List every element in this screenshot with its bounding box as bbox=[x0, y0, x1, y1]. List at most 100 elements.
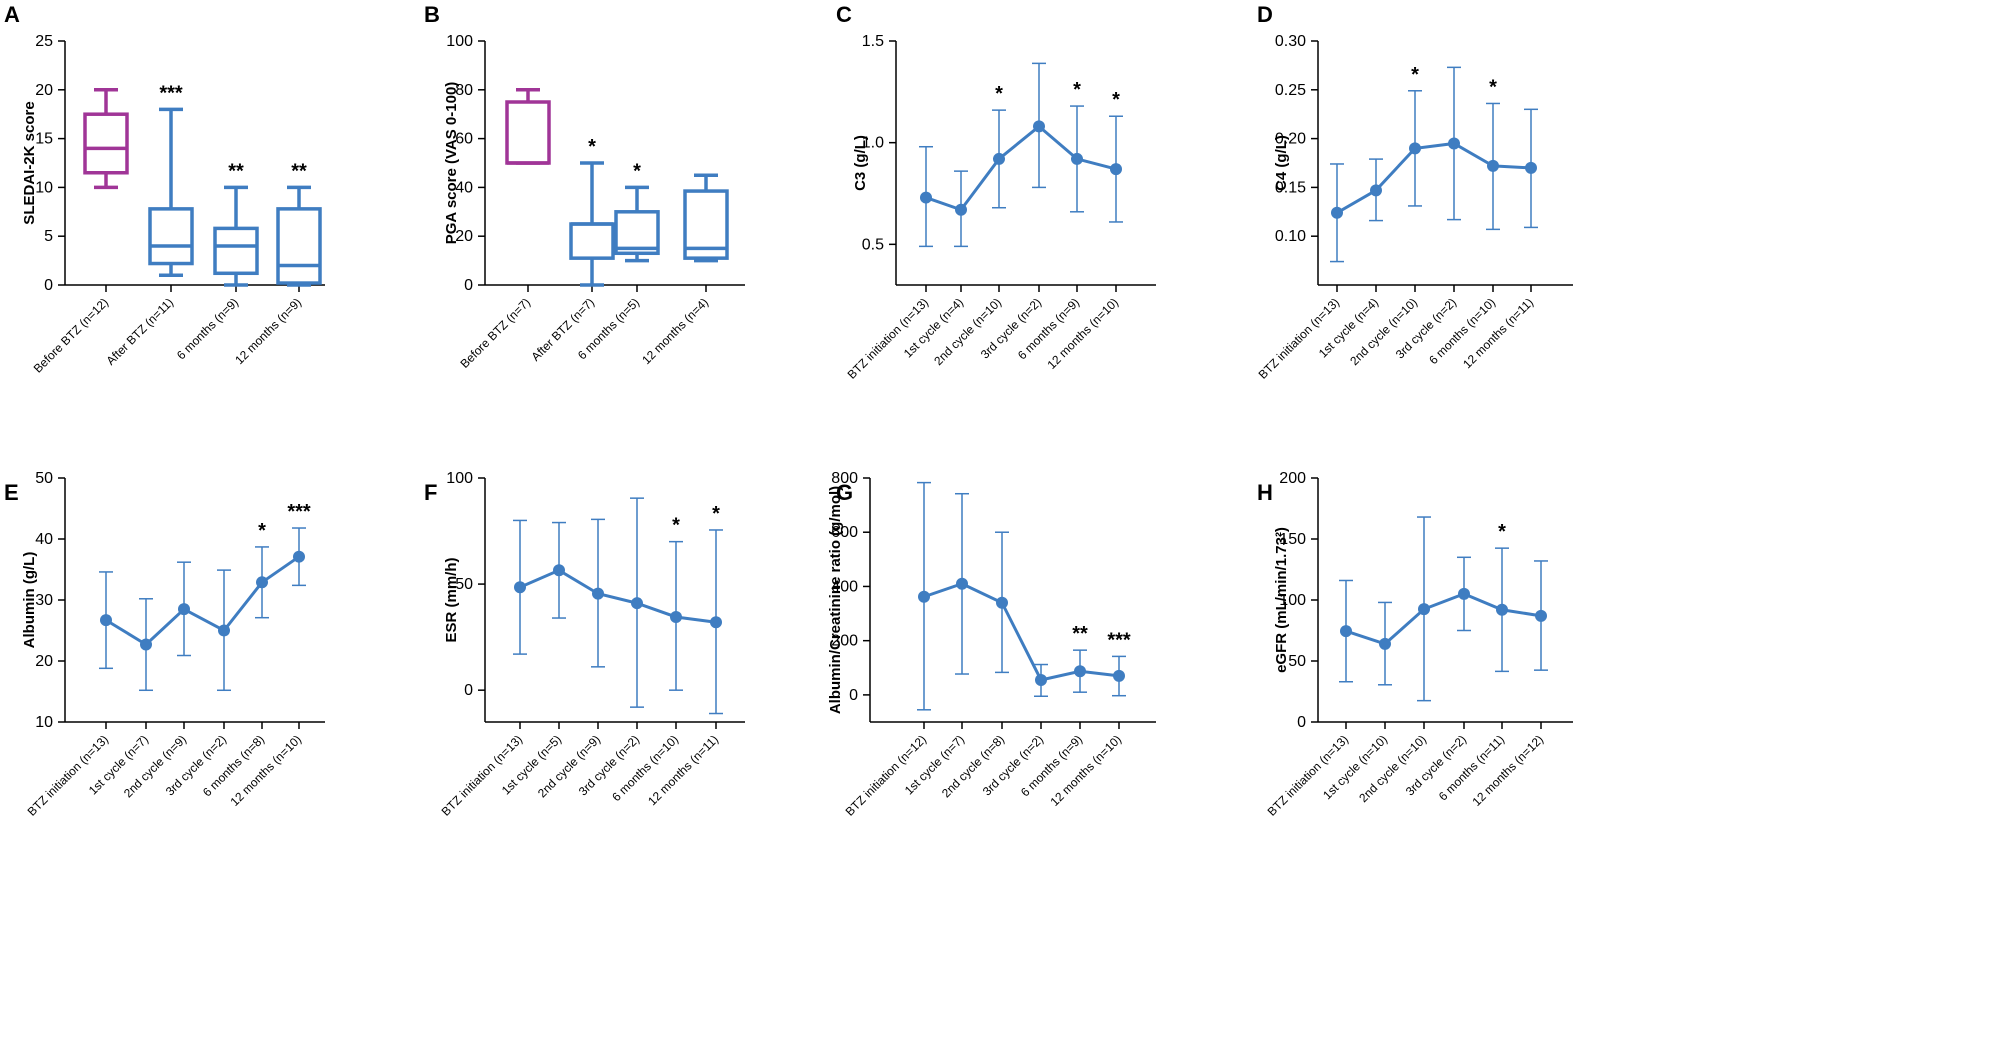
x-tick-label: 2nd cycle (n=10) bbox=[1356, 732, 1429, 805]
data-marker bbox=[955, 203, 967, 216]
data-marker bbox=[1370, 184, 1382, 197]
data-point-4 bbox=[1032, 62, 1046, 189]
data-marker bbox=[1487, 159, 1499, 172]
data-point-4 bbox=[1034, 663, 1048, 697]
data-marker bbox=[218, 624, 230, 637]
panel-letter: F bbox=[424, 480, 437, 505]
y-tick-label: 40 bbox=[455, 179, 473, 196]
panel-letter: A bbox=[4, 2, 20, 27]
data-point-2 bbox=[552, 521, 566, 619]
box-4 bbox=[683, 173, 729, 263]
data-point-4 bbox=[217, 569, 231, 692]
series-line bbox=[519, 568, 717, 624]
box-iqr bbox=[505, 100, 551, 165]
box-iqr bbox=[276, 207, 322, 285]
significance-marker: * bbox=[995, 83, 1003, 105]
data-marker bbox=[1535, 609, 1547, 622]
data-marker bbox=[592, 587, 604, 600]
x-tick-label: 2nd cycle (n=10) bbox=[931, 295, 1004, 368]
y-tick-label: 25 bbox=[35, 33, 53, 50]
box-2: *** bbox=[148, 82, 194, 277]
data-point-1 bbox=[917, 481, 931, 711]
y-tick-label: 30 bbox=[35, 592, 53, 609]
data-marker bbox=[1074, 665, 1086, 678]
box-1 bbox=[83, 88, 129, 190]
y-axis-label: C4 (g/L) bbox=[1273, 135, 1290, 191]
x-tick-label: 12 months (n=10) bbox=[227, 732, 304, 809]
y-tick-label: 0.10 bbox=[1275, 228, 1306, 245]
data-point-3 bbox=[1417, 516, 1431, 702]
y-tick-label: 100 bbox=[1279, 592, 1306, 609]
x-tick-label: 6 months (n=11) bbox=[1436, 732, 1507, 803]
y-tick-label: 0 bbox=[44, 277, 53, 294]
data-marker bbox=[710, 616, 722, 629]
y-axis-label: ESR (mm/h) bbox=[443, 557, 460, 642]
x-tick-label: 12 months (n=11) bbox=[1460, 295, 1536, 371]
panel-letter: D bbox=[1257, 2, 1273, 27]
y-tick-label: 0 bbox=[1297, 714, 1306, 731]
box-1 bbox=[505, 88, 551, 165]
data-marker bbox=[918, 590, 930, 603]
box-3: ** bbox=[213, 160, 259, 287]
data-marker bbox=[256, 576, 268, 589]
data-point-1 bbox=[99, 571, 113, 670]
data-point-1 bbox=[1330, 163, 1344, 263]
data-marker bbox=[1379, 637, 1391, 650]
data-marker bbox=[920, 191, 932, 204]
significance-marker: * bbox=[258, 520, 266, 542]
series-line bbox=[925, 124, 1117, 212]
data-marker bbox=[553, 564, 565, 577]
significance-marker: *** bbox=[287, 501, 311, 523]
significance-marker: * bbox=[588, 136, 596, 158]
data-point-6 bbox=[1524, 108, 1538, 229]
data-point-5: * bbox=[1486, 76, 1500, 231]
data-point-6: * bbox=[1109, 89, 1123, 223]
y-tick-label: 20 bbox=[35, 82, 53, 99]
significance-marker: * bbox=[1112, 89, 1120, 111]
x-tick-label: 12 months (n=10) bbox=[1047, 732, 1124, 809]
y-tick-label: 0 bbox=[464, 682, 473, 699]
significance-marker: ** bbox=[1072, 623, 1088, 645]
panel-letter: H bbox=[1257, 480, 1273, 505]
panel-a: A SLEDAI-2K score 0 5 10 15 20 25 Before BTZ (n=… bbox=[4, 2, 325, 376]
x-tick-label: 6 months (n=10) bbox=[1426, 295, 1498, 367]
y-tick-label: 800 bbox=[831, 470, 858, 487]
data-point-6: *** bbox=[1107, 629, 1131, 697]
data-marker bbox=[1458, 587, 1470, 600]
y-tick-label: 100 bbox=[446, 470, 473, 487]
data-marker bbox=[956, 577, 968, 590]
y-tick-label: 60 bbox=[455, 131, 473, 148]
data-marker bbox=[1409, 142, 1421, 155]
data-point-2 bbox=[1369, 158, 1383, 222]
data-point-4 bbox=[1447, 66, 1461, 221]
x-tick-label: Before BTZ (n=12) bbox=[31, 295, 111, 375]
y-tick-label: 20 bbox=[455, 228, 473, 245]
data-point-3 bbox=[591, 518, 605, 668]
x-tick-label: Before BTZ (n=7) bbox=[457, 295, 533, 371]
data-point-2 bbox=[139, 598, 153, 692]
y-tick-label: 0 bbox=[849, 687, 858, 704]
x-tick-label: 6 months (n=9) bbox=[174, 295, 241, 362]
y-tick-label: 20 bbox=[35, 653, 53, 670]
y-tick-label: 50 bbox=[35, 470, 53, 487]
data-point-5: * bbox=[669, 515, 683, 691]
y-tick-label: 10 bbox=[35, 179, 53, 196]
data-point-2 bbox=[954, 170, 968, 248]
y-tick-label: 150 bbox=[1279, 531, 1306, 548]
x-tick-label: After BTZ (n=11) bbox=[103, 295, 176, 368]
data-marker bbox=[1113, 669, 1125, 682]
data-marker bbox=[1418, 603, 1430, 616]
data-marker bbox=[1110, 163, 1122, 176]
data-point-5: * bbox=[1070, 79, 1084, 213]
significance-marker: * bbox=[1489, 76, 1497, 98]
data-marker bbox=[1525, 161, 1537, 174]
data-point-5: * bbox=[255, 520, 269, 619]
data-point-3: * bbox=[1408, 64, 1422, 207]
data-marker bbox=[1496, 603, 1508, 616]
box-iqr bbox=[83, 112, 129, 175]
